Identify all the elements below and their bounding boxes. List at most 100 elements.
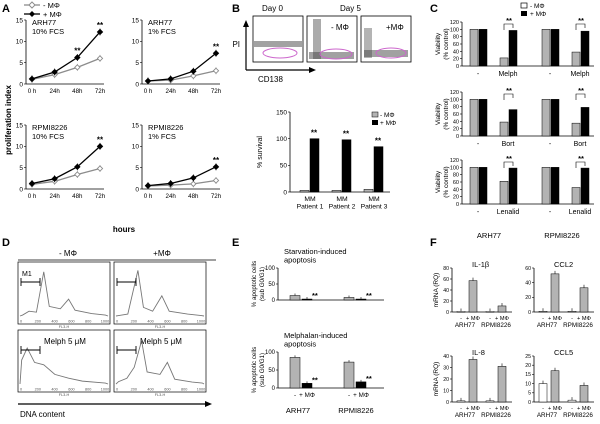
- panel-c-legend: - MΦ + MΦ: [520, 2, 546, 18]
- histogram-tick: 800: [181, 320, 187, 324]
- mrna-ylabel: mRNA (RQ): [433, 273, 440, 308]
- histogram-tick: 400: [51, 320, 57, 324]
- panel-a-proliferation: - MΦ + MΦ proliferation index hours 0 5 10…: [4, 1, 222, 234]
- line-chart-y-tick-label: 10: [16, 144, 24, 151]
- x-tick-label: 72h: [95, 193, 106, 200]
- viability-bar: [478, 99, 488, 137]
- apoptosis-bar: [301, 383, 313, 389]
- apoptosis-y-tick-label: 50: [268, 282, 275, 288]
- significance-mark: **: [311, 129, 318, 138]
- mrna-y-tick-label: 60: [443, 277, 449, 283]
- histogram-tick: 1000: [101, 388, 109, 392]
- x-tick-label: -: [348, 392, 350, 399]
- apoptosis-y-tick-label: 0: [272, 298, 276, 304]
- viability-y-tick-label: 20: [453, 195, 459, 201]
- viability-y-tick-label: 60: [453, 42, 459, 48]
- mrna-y-tick-label: 80: [443, 266, 449, 272]
- significance-mark: **: [97, 135, 104, 144]
- panel-letter-f: F: [430, 237, 437, 249]
- treatment-label: -: [549, 209, 552, 216]
- cell-line-arh77-e: ARH77: [286, 406, 310, 415]
- viability-bar: [580, 167, 590, 205]
- viability-bar: [571, 187, 581, 205]
- panel-letter-a: A: [2, 3, 10, 15]
- histogram-tick: 600: [68, 320, 74, 324]
- mrna-y-tick-label: 20: [443, 299, 449, 305]
- dots-day5-plus-base: [364, 50, 408, 57]
- viability-bar: [541, 99, 551, 137]
- x-tick-label: 48h: [72, 193, 83, 200]
- x-tick-label: + MΦ: [495, 316, 509, 322]
- dots-day5-minus: [313, 19, 321, 59]
- significance-bracket: [503, 23, 514, 30]
- legend-plus-mphi: + MΦ: [43, 10, 62, 19]
- line-chart-y-tick-label: 0: [19, 186, 23, 193]
- apoptosis-title-line: Starvation-induced: [284, 247, 347, 256]
- apoptosis-bar: [301, 298, 313, 301]
- mrna-bar: [485, 311, 495, 313]
- line-chart-y-tick-label: 15: [132, 17, 140, 24]
- x-tick-label: 0 h: [28, 193, 37, 200]
- line-chart-y-tick-label: 10: [16, 39, 24, 46]
- data-point: [51, 175, 58, 182]
- histogram-tick: 0: [20, 388, 22, 392]
- histogram-fl-label: FL3-H: [155, 393, 166, 397]
- histogram-tick: 400: [147, 320, 153, 324]
- data-point: [212, 50, 220, 57]
- survival-y-tick-label: 0: [283, 189, 287, 196]
- viability-bar: [499, 57, 509, 67]
- gate-label: M1: [22, 271, 32, 278]
- treatment-label: Bort: [574, 141, 587, 148]
- line-chart-y-tick-label: 15: [16, 122, 24, 129]
- line-chart-y-tick-label: 5: [135, 60, 139, 67]
- gate-day5-plus: [375, 47, 407, 59]
- panel-e-apoptosis: Starvation-induced apoptosis% apoptotic c…: [251, 247, 384, 415]
- viability-bar: [508, 167, 518, 205]
- viability-y-tick-label: 100: [450, 27, 459, 33]
- significance-mark: **: [312, 375, 318, 384]
- survival-bar: [299, 190, 310, 193]
- histogram-tick: 800: [85, 388, 91, 392]
- col-plus-label: +MΦ: [153, 249, 171, 258]
- x-tick-label: -: [542, 316, 544, 322]
- x-tick-label: + MΦ: [466, 316, 480, 322]
- day5-label: Day 5: [340, 4, 361, 13]
- cell-line-arh77-c: ARH77: [477, 231, 501, 240]
- viability-bar: [499, 181, 509, 205]
- significance-mark: **: [578, 16, 584, 25]
- viability-y-tick-label: 40: [453, 49, 459, 55]
- mrna-y-tick-label: 25: [525, 354, 531, 360]
- legend-c-minus: - MΦ: [530, 3, 545, 10]
- legend-b-plus: + MΦ: [380, 120, 396, 127]
- significance-bracket: [503, 93, 514, 100]
- viability-bar: [541, 29, 551, 67]
- line-chart-y-tick-label: 5: [19, 165, 23, 172]
- significance-mark: **: [366, 374, 372, 383]
- patient-label-line: Patient 1: [297, 203, 324, 210]
- panel-letter-c: C: [430, 3, 438, 15]
- cell-line-label: RPMI8226: [148, 123, 183, 132]
- patient-label-line: MM: [336, 196, 348, 203]
- gate-day0: [262, 47, 298, 59]
- viability-y-tick-label: 20: [453, 127, 459, 133]
- mrna-bar: [497, 366, 507, 403]
- histogram-curve: [19, 271, 109, 317]
- data-point: [167, 180, 174, 187]
- histogram-tick: 1000: [197, 320, 205, 324]
- viability-y-tick-label: 0: [456, 134, 459, 140]
- apoptosis-bar: [343, 361, 355, 389]
- series-line: [31, 167, 101, 185]
- histogram-tick: 200: [131, 388, 137, 392]
- significance-bracket: [575, 161, 586, 168]
- survival-bar: [331, 190, 342, 193]
- x-tick-label: + MΦ: [353, 392, 369, 399]
- line-chart-y-tick-label: 0: [135, 186, 139, 193]
- viability-ylabel-unit: (% control): [443, 166, 450, 197]
- day5-plus-label: +MΦ: [386, 23, 404, 32]
- x-tick-label: 0 h: [144, 193, 153, 200]
- apoptosis-title-line: apoptosis: [284, 339, 316, 348]
- mrna-y-tick-label: 40: [525, 280, 531, 286]
